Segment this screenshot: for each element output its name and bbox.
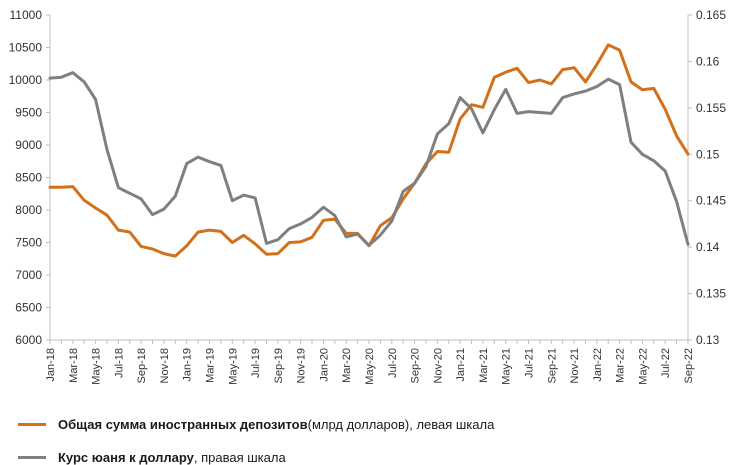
x-tick-label: Mar-19	[205, 348, 217, 383]
x-tick-label: Jul-20	[387, 348, 399, 378]
legend-swatch-yuan-rate	[18, 456, 46, 459]
x-tick-label: Mar-20	[341, 348, 353, 383]
right-tick-label: 0.16	[696, 54, 720, 68]
axes-layer: 6000 6500 7000 7500 8000 8500 9000 9500 10000 105…	[9, 8, 727, 385]
legend-item-yuan-rate: Курс юаня к доллару, правая шкала	[18, 450, 286, 465]
legend-suffix-yuan-rate: , правая шкала	[193, 450, 286, 465]
x-tick-label: Mar-18	[68, 348, 80, 383]
right-tick-label: 0.165	[696, 8, 726, 22]
legend-swatch-deposits	[18, 423, 46, 426]
x-tick-label: Jan-19	[182, 348, 194, 382]
right-tick-label: 0.145	[696, 194, 726, 208]
left-tick-label: 6000	[15, 333, 42, 347]
x-tick-label: Sep-18	[136, 348, 148, 383]
left-tick-label: 7500	[15, 236, 42, 250]
legend-label-yuan-rate: Курс юаня к доллару	[58, 450, 194, 465]
right-tick-label: 0.15	[696, 147, 720, 161]
x-tick-label: Nov-18	[159, 348, 171, 383]
right-tick-label: 0.155	[696, 101, 726, 115]
x-tick-label: Jul-19	[250, 348, 262, 378]
x-tick-label: Sep-22	[683, 348, 695, 383]
x-tick-label: Jul-22	[660, 348, 672, 378]
x-tick-label: Nov-19	[296, 348, 308, 383]
x-tick-label: Jul-21	[524, 348, 536, 378]
x-tick-label: Nov-21	[569, 348, 581, 383]
x-tick-label: May-19	[227, 348, 239, 385]
x-tick-label: Jan-18	[45, 348, 57, 382]
left-tick-label: 7000	[15, 268, 42, 282]
left-tick-label: 8500	[15, 171, 42, 185]
series-line-yuan-rate	[48, 71, 690, 247]
x-tick-label: Jul-18	[113, 348, 125, 378]
chart-svg: 6000 6500 7000 7500 8000 8500 9000 9500 10000 105…	[9, 8, 727, 385]
x-tick-label: Sep-19	[273, 348, 285, 383]
x-tick-label: Mar-22	[615, 348, 627, 383]
x-tick-label: May-21	[501, 348, 513, 385]
x-tick-label: May-22	[637, 348, 649, 385]
series-line-deposits	[48, 43, 690, 258]
x-tick-label: Jan-22	[592, 348, 604, 382]
x-tick-label: May-20	[364, 348, 376, 385]
left-tick-label: 10500	[9, 41, 43, 55]
left-tick-label: 10000	[9, 73, 43, 87]
right-tick-label: 0.14	[696, 240, 720, 254]
x-tick-label: May-18	[91, 348, 103, 385]
right-tick-label: 0.135	[696, 287, 726, 301]
left-tick-label: 6500	[15, 301, 42, 315]
x-tick-label: Mar-21	[478, 348, 490, 383]
x-tick-label: Jan-21	[455, 348, 467, 382]
x-tick-label: Nov-20	[432, 348, 444, 383]
right-tick-label: 0.13	[696, 333, 720, 347]
x-tick-label: Jan-20	[318, 348, 330, 382]
series-layer	[48, 43, 690, 258]
left-tick-label: 8000	[15, 203, 42, 217]
legend-item-deposits: Общая сумма иностранных депозитов (млрд …	[18, 417, 494, 432]
legend-suffix-deposits: (млрд долларов), левая шкала	[307, 417, 495, 432]
x-tick-label: Sep-21	[546, 348, 558, 383]
left-tick-label: 9000	[15, 138, 42, 152]
legend-label-deposits: Общая сумма иностранных депозитов	[58, 417, 308, 432]
left-tick-label: 9500	[15, 106, 42, 120]
left-tick-label: 11000	[10, 8, 43, 22]
x-tick-label: Sep-20	[410, 348, 422, 383]
